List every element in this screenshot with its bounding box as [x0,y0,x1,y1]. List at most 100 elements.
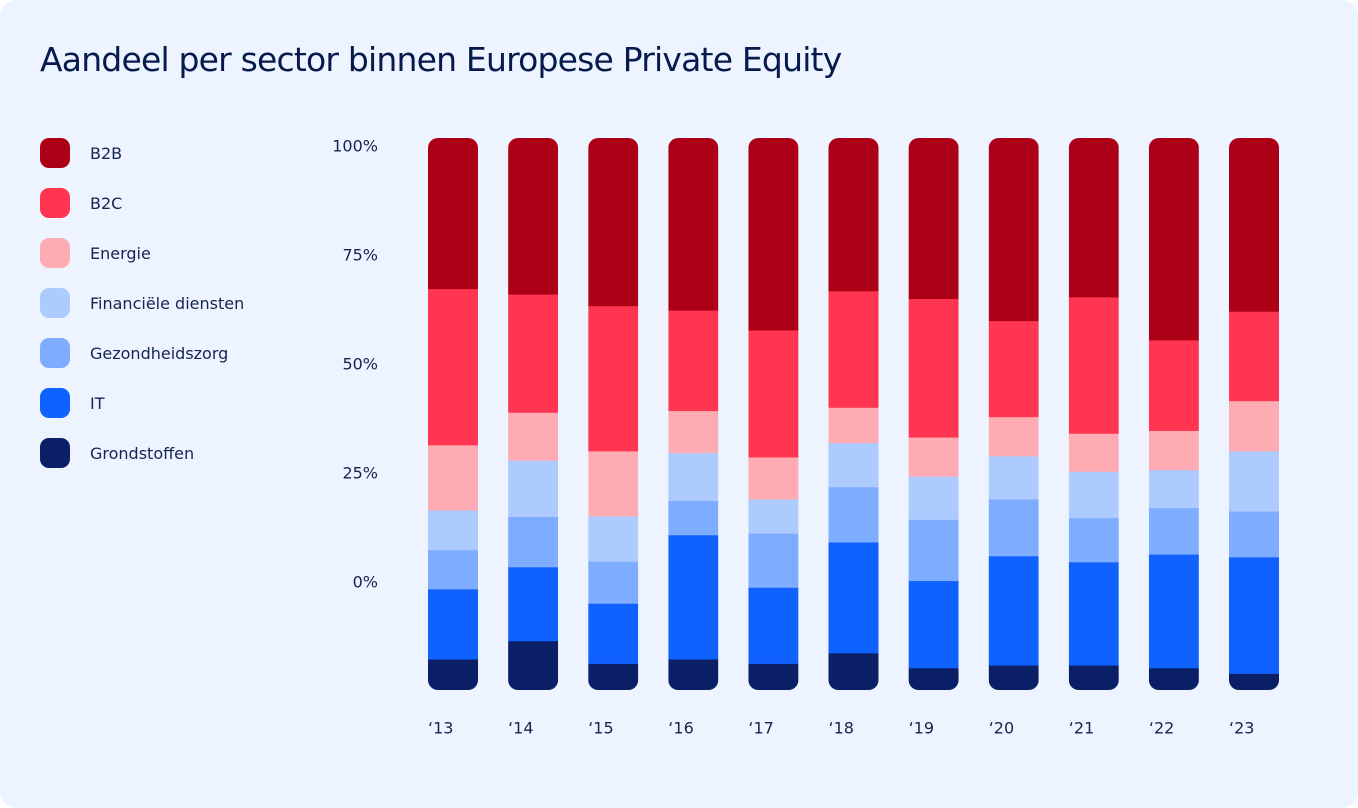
bar-segment-financiele-diensten [668,452,719,502]
bar-segment-grondstoffen [1229,673,1279,690]
bar-segment-financiele-diensten [1229,450,1279,512]
bar-segment-b2c [988,320,1039,418]
legend-swatch-gezondheidszorg [40,338,70,368]
legend-label-b2c: B2C [90,193,123,213]
bar-segment-b2b [748,138,799,331]
bar-segment-grondstoffen [908,667,959,690]
bar-segment-gezondheidszorg [1068,517,1119,563]
bar-stack-18 [828,138,879,690]
bar-segment-financiele-diensten [508,460,559,518]
bar-segment-b2c [508,294,559,413]
bars [428,138,1279,690]
bar-stack-15 [588,138,639,690]
bar-segment-it [588,603,639,664]
bar-segment-b2b [828,138,879,292]
bar-segment-grondstoffen [428,659,478,690]
bar-segment-grondstoffen [668,659,719,690]
x-tick-label: ‘19 [909,719,934,738]
bar-segment-financiele-diensten [588,516,639,562]
legend-swatch-b2c [40,188,70,218]
bar-segment-energie [588,450,639,517]
bar-segment-b2c [668,310,719,412]
bar-segment-it [1229,556,1279,674]
bar-segment-b2c [1068,296,1119,434]
y-tick-label: 100% [332,137,378,156]
bar-stack-19 [908,138,959,690]
bar-segment-grondstoffen [508,640,559,690]
legend-item-gezondheidszorg: Gezondheidszorg [40,338,244,368]
x-tick-label: ‘22 [1149,719,1174,738]
bar-segment-gezondheidszorg [588,561,639,604]
bar-segment-grondstoffen [828,653,879,690]
bar-segment-b2c [1229,311,1279,402]
bar-stack-17 [748,138,799,690]
bar-segment-b2b [428,138,478,290]
bar-segment-it [988,555,1039,666]
bar-segment-it [748,587,799,664]
legend-swatch-b2b [40,138,70,168]
legend-item-b2c: B2C [40,188,244,218]
legend-label-b2b: B2B [90,143,123,163]
x-axis: ‘13 ‘14 ‘15 ‘16 ‘17 ‘18 ‘19 ‘20 ‘21 ‘22 ‘23 [428,719,1254,738]
bar-segment-energie [1068,433,1119,472]
legend-label-gezondheidszorg: Gezondheidszorg [90,343,229,363]
x-tick-label: ‘16 [668,719,693,738]
legend-item-it: IT [40,388,244,418]
bar-segment-it [828,542,879,654]
legend-label-grondstoffen: Grondstoffen [90,443,195,463]
legend-item-grondstoffen: Grondstoffen [40,438,244,468]
bar-segment-b2b [588,138,639,307]
y-tick-label: 0% [353,573,378,592]
bar-segment-gezondheidszorg [1148,507,1199,555]
legend-swatch-energie [40,238,70,268]
bar-stack-14 [508,138,559,690]
bar-segment-it [1068,561,1119,666]
bar-segment-gezondheidszorg [1229,511,1279,558]
bar-segment-it [508,566,559,642]
chart-title: Aandeel per sector binnen Europese Priva… [40,40,842,79]
bar-segment-energie [1229,400,1279,452]
bar-segment-it [908,580,959,669]
x-tick-label: ‘17 [748,719,773,738]
bar-segment-b2b [988,138,1039,322]
x-tick-label: ‘23 [1229,719,1254,738]
bar-segment-it [668,534,719,660]
bar-stack-22 [1148,138,1199,690]
bar-segment-energie [988,416,1039,457]
bar-segment-gezondheidszorg [428,549,478,590]
bar-stack-13 [428,138,478,690]
bar-stack-20 [988,138,1039,690]
x-tick-label: ‘20 [989,719,1014,738]
bar-segment-financiele-diensten [1148,469,1199,509]
legend-item-b2b: B2B [40,138,244,168]
bar-segment-gezondheidszorg [988,499,1039,557]
x-tick-label: ‘21 [1069,719,1094,738]
bar-segment-financiele-diensten [828,442,879,488]
bar-segment-b2c [748,330,799,458]
bar-segment-b2b [908,138,959,300]
bar-segment-it [428,588,478,660]
bar-segment-it [1148,554,1199,669]
bar-segment-energie [1148,430,1199,471]
bar-segment-gezondheidszorg [748,533,799,588]
bar-segment-financiele-diensten [1068,471,1119,519]
y-tick-label: 75% [342,246,378,265]
bar-segment-grondstoffen [1068,665,1119,690]
bar-segment-energie [668,410,719,454]
legend-item-financiele-diensten: Financiële diensten [40,288,244,318]
y-tick-label: 25% [342,464,378,483]
legend-swatch-financiele-diensten [40,288,70,318]
bar-segment-b2b [508,138,559,295]
bar-segment-financiele-diensten [428,510,478,551]
bar-segment-b2c [908,298,959,438]
legend-swatch-it [40,388,70,418]
y-tick-label: 50% [342,355,378,374]
x-tick-label: ‘14 [508,719,533,738]
bar-segment-b2c [1148,340,1199,431]
y-axis: 100% 75% 50% 25% 0% [332,137,378,592]
x-tick-label: ‘13 [428,719,453,738]
bar-segment-financiele-diensten [988,455,1039,500]
bar-segment-financiele-diensten [748,499,799,534]
bar-segment-grondstoffen [988,665,1039,690]
